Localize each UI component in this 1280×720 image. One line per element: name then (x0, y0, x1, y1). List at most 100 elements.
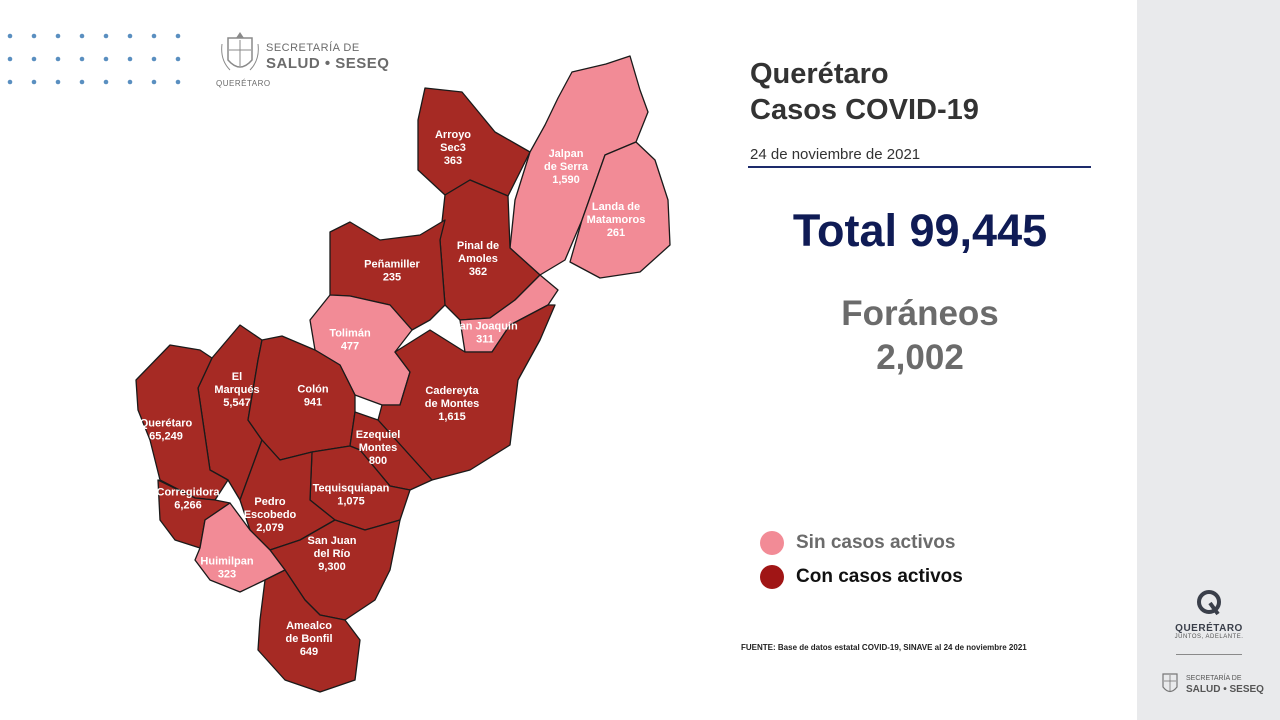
municipality-case-count: 1,590 (552, 174, 580, 186)
municipality-case-count: 477 (341, 341, 359, 353)
municipality-label: San Joaquín 311 (452, 321, 518, 346)
municipality-case-count: 1,075 (337, 496, 365, 508)
title-state: Querétaro (750, 58, 889, 90)
municipality-name: Matamoros (587, 214, 646, 226)
municipality-name: Corregidora (157, 487, 221, 499)
map-legend: Sin casos activos Con casos activos (760, 526, 963, 594)
data-source-note: FUENTE: Base de datos estatal COVID-19, … (741, 643, 1027, 652)
municipality-name: Querétaro (140, 418, 193, 430)
municipality-case-count: 649 (300, 646, 318, 658)
municipality-label: El Marqués 5,547 (214, 371, 259, 409)
municipality-name: San Juan (308, 535, 357, 547)
municipality-region (135, 344, 229, 501)
state-name-small: QUERÉTARO (216, 79, 271, 88)
municipality-label: Amealco de Bonfil 649 (285, 620, 332, 658)
title-subject: Casos COVID-19 (750, 94, 979, 126)
municipality-label: San Juan del Río 9,300 (308, 535, 357, 573)
municipality-case-count: 261 (607, 227, 625, 239)
municipality-region (417, 87, 531, 197)
municipality-name: Pinal de (457, 240, 499, 252)
municipality-case-count: 6,266 (174, 500, 202, 512)
org-name-line2: SALUD • SESEQ (266, 55, 390, 72)
municipality-label: Arroyo Sec3 363 (435, 129, 471, 167)
total-cases: Total 99,445 (792, 205, 1048, 256)
municipality-label: Landa de Matamoros 261 (587, 201, 646, 239)
municipality-name: Amealco (286, 620, 332, 632)
legend-item-active: Con casos activos (760, 560, 963, 594)
queretaro-brand-logo: QUERÉTARO JUNTOS, ADELANTE. (1174, 588, 1244, 640)
active-swatch (760, 565, 784, 589)
sidebar-seseq-logo: SECRETARÍA DE SALUD • SESEQ (1158, 667, 1268, 703)
brand-slogan: JUNTOS, ADELANTE. (1174, 634, 1244, 640)
municipality-case-count: 2,079 (256, 522, 284, 534)
municipality-name: de Bonfil (285, 633, 332, 645)
queretaro-municipalities-map: Arroyo Sec3 363 Jalpan de Serra 1,590 Landa de… (135, 55, 671, 693)
municipality-name: Montes (359, 442, 398, 454)
municipality-case-count: 311 (476, 334, 494, 346)
municipality-label: Colón 941 (297, 384, 328, 409)
municipality-case-count: 362 (469, 266, 487, 278)
municipality-label: Pinal de Amoles 362 (457, 240, 499, 278)
municipality-name: del Río (314, 548, 351, 560)
q-brand-icon (1197, 590, 1221, 616)
no-active-swatch (760, 531, 784, 555)
right-sidebar (1137, 0, 1280, 720)
municipality-region (257, 569, 361, 693)
municipality-label: Ezequiel Montes 800 (356, 429, 401, 467)
municipality-label: Tequisquiapan 1,075 (313, 483, 390, 508)
municipality-label: Pedro Escobedo 2,079 (244, 496, 297, 534)
municipality-label: Corregidora 6,266 (157, 487, 221, 512)
municipality-name: Ezequiel (356, 429, 401, 441)
legend-label-no-active: Sin casos activos (796, 532, 956, 553)
municipality-case-count: 323 (218, 569, 236, 581)
municipality-case-count: 1,615 (438, 411, 466, 423)
municipality-region (377, 304, 556, 481)
municipality-label: Querétaro 65,249 (140, 418, 193, 443)
municipality-case-count: 5,547 (223, 397, 251, 409)
municipality-name: Cadereyta (425, 385, 479, 397)
municipality-label: Peñamiller 235 (364, 259, 420, 284)
report-date: 24 de noviembre de 2021 (750, 146, 921, 163)
coat-of-arms-icon (221, 32, 259, 71)
municipality-name: Tolimán (329, 328, 371, 340)
municipality-name: Amoles (458, 253, 498, 265)
sidebar-divider (1176, 654, 1242, 655)
municipality-label: Huimilpan 323 (200, 556, 253, 581)
page-title: Querétaro Casos COVID-19 (750, 56, 979, 128)
municipality-case-count: 9,300 (318, 561, 346, 573)
sidebar-org-line1: SECRETARÍA DE (1186, 675, 1242, 682)
municipality-name: El (232, 371, 242, 383)
municipality-name: de Montes (425, 398, 479, 410)
seseq-header-logo: SECRETARÍA DE SALUD • SESEQ QUERÉTARO (216, 28, 398, 90)
municipality-name: Huimilpan (200, 556, 253, 568)
foreign-cases-label: Foráneos (841, 294, 999, 333)
foreign-cases-value: 2,002 (876, 338, 964, 377)
coat-of-arms-small-icon (1162, 673, 1178, 693)
sidebar-org-line2: SALUD • SESEQ (1186, 684, 1264, 695)
municipality-case-count: 363 (444, 155, 462, 167)
municipality-case-count: 800 (369, 455, 387, 467)
foreign-cases: Foráneos 2,002 (760, 292, 1080, 380)
municipality-name: Colón (297, 384, 328, 396)
municipality-label: Cadereyta de Montes 1,615 (425, 385, 480, 423)
municipality-label: Tolimán 477 (329, 328, 371, 353)
legend-item-no-active: Sin casos activos (760, 526, 963, 560)
title-underline (748, 166, 1091, 168)
org-name-line1: SECRETARÍA DE (266, 42, 360, 54)
municipality-name: Marqués (214, 384, 259, 396)
municipality-case-count: 941 (304, 397, 322, 409)
municipality-case-count: 65,249 (149, 431, 183, 443)
municipality-name: Jalpan (549, 148, 584, 160)
municipality-name: Tequisquiapan (313, 483, 390, 495)
brand-word: QUERÉTARO (1175, 623, 1243, 634)
municipality-name: Pedro (254, 496, 285, 508)
municipality-case-count: 235 (383, 272, 401, 284)
municipality-name: San Joaquín (452, 321, 518, 333)
decorative-dot-pattern (7, 33, 181, 85)
municipality-name: Landa de (592, 201, 640, 213)
municipality-name: Escobedo (244, 509, 297, 521)
municipality-name: Arroyo (435, 129, 471, 141)
municipality-region (569, 141, 671, 279)
municipality-name: Peñamiller (364, 259, 420, 271)
municipality-label: Jalpan de Serra 1,590 (544, 148, 589, 186)
